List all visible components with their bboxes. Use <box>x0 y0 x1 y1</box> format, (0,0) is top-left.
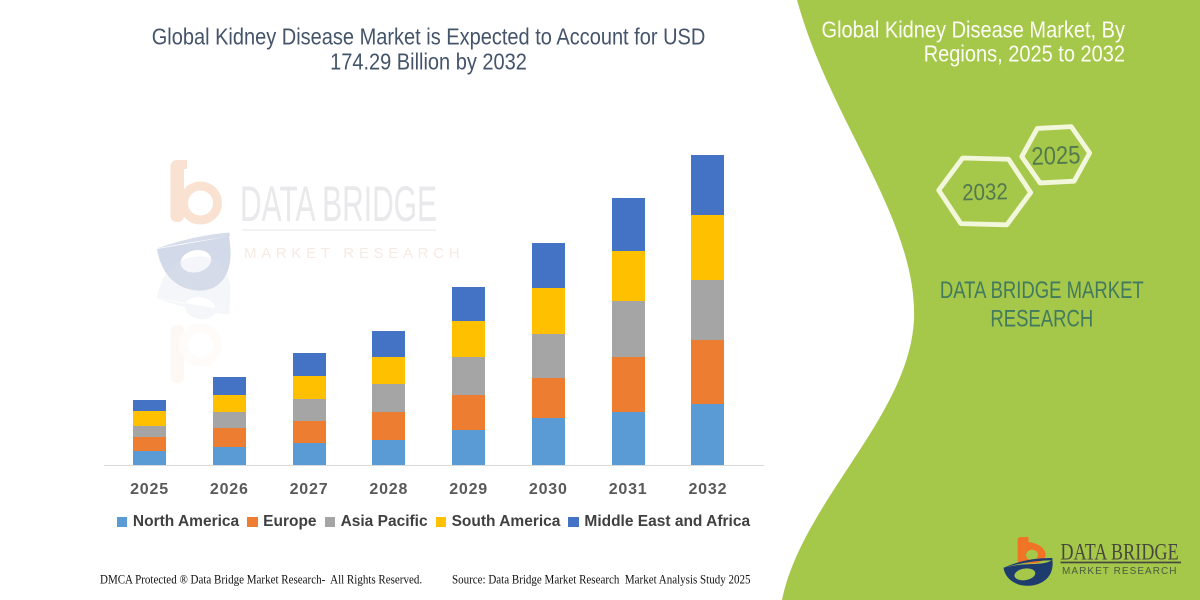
svg-text:DATA BRIDGE: DATA BRIDGE <box>240 176 437 232</box>
svg-text:MARKET RESEARCH: MARKET RESEARCH <box>244 245 464 262</box>
